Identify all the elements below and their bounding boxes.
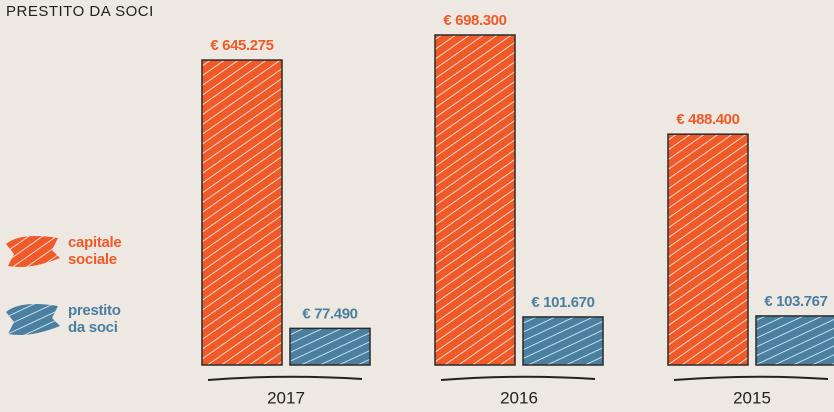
bar [755, 315, 834, 366]
value-label: € 645.275 [210, 37, 273, 54]
baseline [207, 375, 363, 381]
value-label: € 77.490 [302, 305, 357, 322]
value-label: € 698.300 [443, 12, 506, 29]
bar [289, 327, 371, 366]
baseline [440, 375, 596, 381]
bar [434, 34, 516, 366]
legend-label: capitale sociale [68, 234, 122, 268]
value-label: € 103.767 [764, 293, 827, 310]
bar [522, 316, 604, 366]
legend-swatch [6, 304, 60, 335]
value-label: € 488.400 [676, 111, 739, 128]
chart-title: PRESTITO DA SOCI [6, 3, 154, 20]
x-tick-label: 2015 [733, 388, 771, 407]
legend-label: prestito da soci [68, 302, 121, 336]
x-tick-label: 2016 [500, 388, 538, 407]
bar [667, 133, 749, 366]
value-label: € 101.670 [531, 294, 594, 311]
bar [201, 59, 283, 366]
baseline [673, 375, 829, 381]
x-tick-label: 2017 [267, 388, 305, 407]
legend-swatch [6, 236, 60, 267]
